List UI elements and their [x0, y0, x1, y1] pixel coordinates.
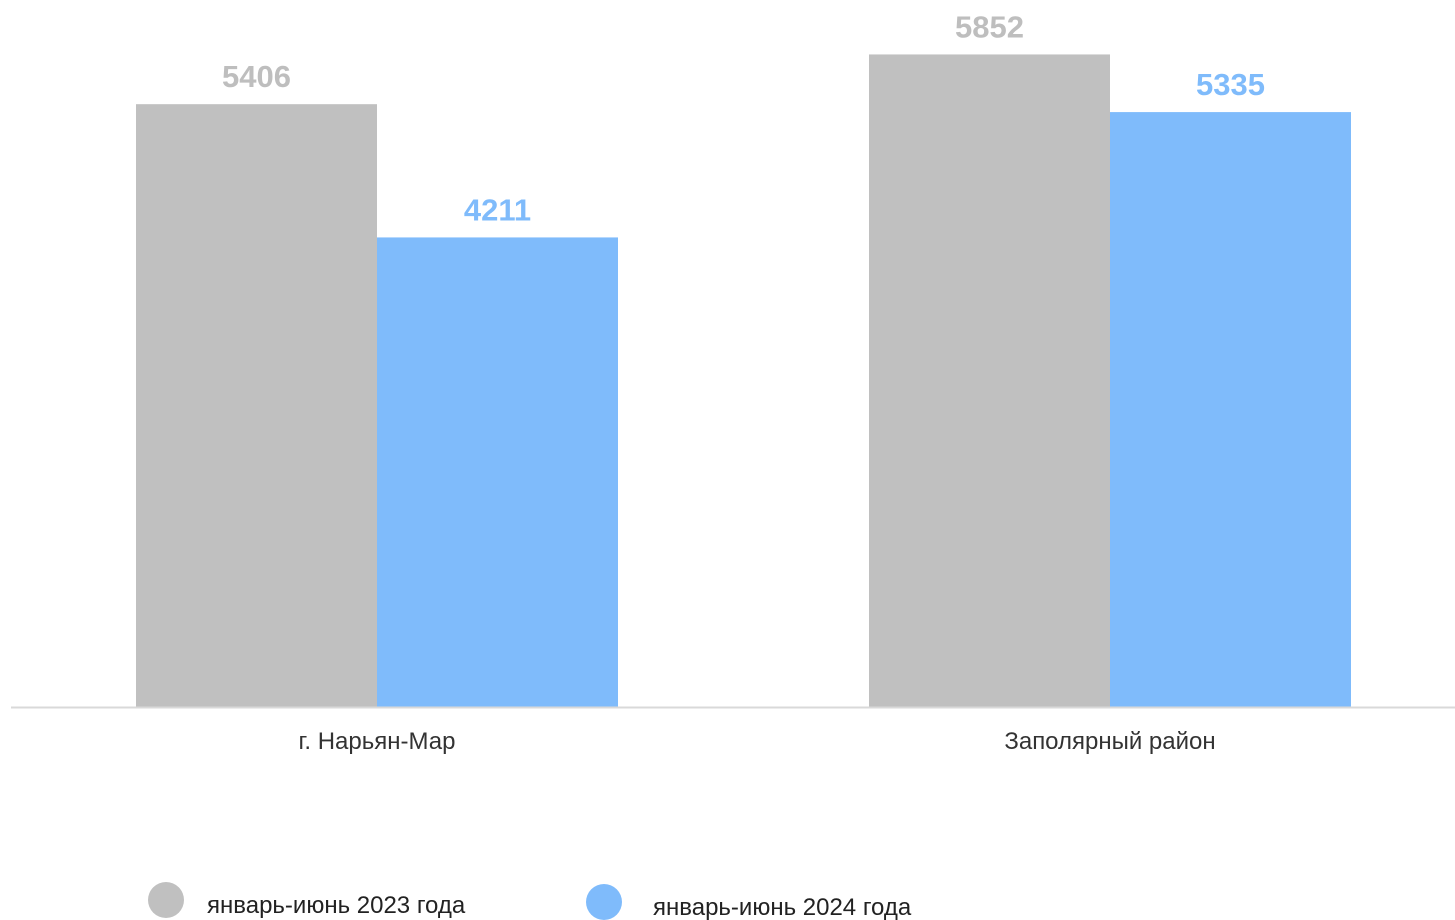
legend-swatch-2 [586, 884, 622, 920]
value-labels-layer: 5406 4211 5852 5335 [222, 9, 1265, 227]
legend-item-1: январь-июнь 2023 года [148, 882, 466, 919]
value-label-1-series-2: 4211 [464, 192, 531, 227]
legend-label-1: январь-июнь 2023 года [207, 892, 466, 919]
bar-1-series-2 [377, 237, 618, 707]
category-label-1: г. Нарьян-Мар [299, 728, 456, 755]
bars-layer [136, 54, 1351, 708]
value-label-1-series-1: 5406 [222, 59, 291, 94]
bar-2-series-2 [1110, 112, 1351, 708]
legend: январь-июнь 2023 года январь-июнь 2024 го… [148, 882, 912, 920]
legend-label-2: январь-июнь 2024 года [653, 894, 912, 920]
bar-2-series-1 [869, 54, 1110, 707]
category-label-2: Заполярный район [1004, 728, 1215, 755]
value-label-2-series-2: 5335 [1196, 67, 1265, 102]
category-labels-layer: г. Нарьян-Мар Заполярный район [299, 728, 1216, 755]
legend-item-2: январь-июнь 2024 года [586, 884, 912, 920]
value-label-2-series-1: 5852 [955, 9, 1024, 44]
bar-1-series-1 [136, 104, 377, 707]
legend-swatch-1 [148, 882, 184, 918]
